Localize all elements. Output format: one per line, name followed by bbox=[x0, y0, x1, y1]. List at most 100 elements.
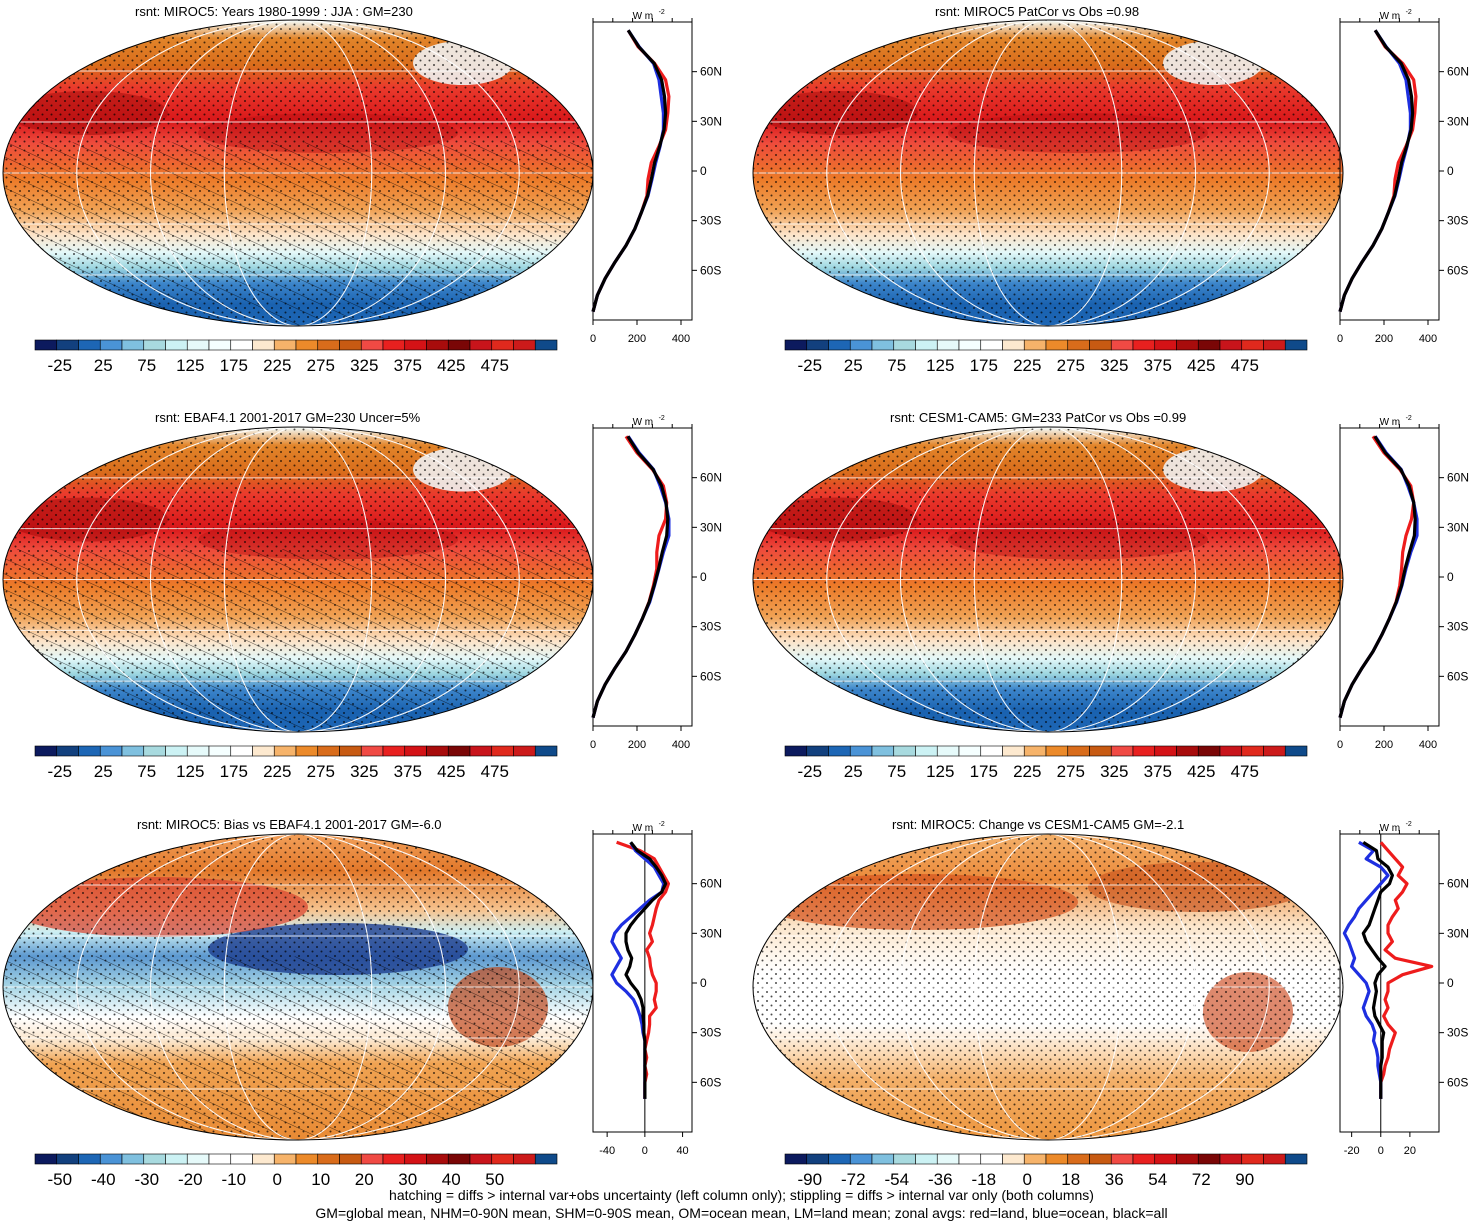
colorbar-swatch bbox=[1089, 339, 1112, 351]
panel-title-p1: rsnt: MIROC5: Years 1980-1999 : JJA : GM… bbox=[135, 4, 413, 19]
colorbar-swatch bbox=[1241, 1153, 1264, 1165]
colorbar-label: 475 bbox=[1231, 762, 1259, 781]
colorbar-swatch bbox=[1045, 745, 1069, 757]
colorbar-label: -25 bbox=[47, 762, 72, 781]
zonal-profile-p6: W m -2 60N 30N 0 30S 60S -20 0 20 bbox=[1339, 821, 1469, 1157]
colorbar-swatch bbox=[491, 339, 514, 351]
colorbar-swatch bbox=[1023, 745, 1047, 757]
colorbar-swatch bbox=[1154, 339, 1177, 351]
colorbar-swatch bbox=[317, 1153, 340, 1165]
lat-tick-label: 30S bbox=[1447, 620, 1468, 634]
unit-label: W m bbox=[633, 823, 654, 834]
colorbar-swatch bbox=[1176, 339, 1199, 351]
footer-note-means: GM=global mean, NHM=0-90N mean, SHM=0-90… bbox=[315, 1205, 1168, 1221]
lat-tick-label: 60S bbox=[700, 669, 721, 683]
colorbar-swatch bbox=[469, 1153, 493, 1165]
colorbar-swatch bbox=[1284, 745, 1308, 757]
colorbar-label: 275 bbox=[307, 762, 335, 781]
lat-tick-label: 60S bbox=[700, 263, 721, 277]
colorbar-label: 175 bbox=[220, 762, 248, 781]
colorbar-swatch bbox=[469, 339, 493, 351]
colorbar-swatch bbox=[99, 745, 123, 757]
colorbar-swatch bbox=[980, 745, 1003, 757]
map-p5 bbox=[2, 833, 594, 1141]
colorbar-label: 425 bbox=[437, 762, 465, 781]
unit-exponent: -2 bbox=[659, 821, 665, 828]
colorbar-label: 90 bbox=[1235, 1170, 1254, 1189]
x-tick-label: 0 bbox=[1378, 1145, 1384, 1157]
colorbar-swatch bbox=[1132, 339, 1156, 351]
colorbar-swatch bbox=[1263, 1153, 1286, 1165]
colorbar-swatch bbox=[958, 745, 982, 757]
x-tick-label: 0 bbox=[1337, 739, 1343, 751]
lat-tick-label: 0 bbox=[1447, 164, 1454, 178]
colorbar-swatch bbox=[1263, 339, 1286, 351]
x-tick-label: 400 bbox=[672, 739, 690, 751]
colorbar-label: -72 bbox=[841, 1170, 866, 1189]
x-tick-label: 200 bbox=[1375, 333, 1393, 345]
zonal-all-line bbox=[1361, 840, 1395, 1099]
colorbar-swatch bbox=[936, 1153, 960, 1165]
colorbar-swatch bbox=[252, 1153, 275, 1165]
colorbar-swatch bbox=[230, 1153, 253, 1165]
colorbar-swatch bbox=[534, 745, 558, 757]
colorbar-swatch bbox=[165, 1153, 188, 1165]
colorbar-p6: -90 -72 -54 -36 -18 0 18 36 54 72 90 bbox=[784, 1153, 1308, 1189]
lat-tick-label: 30S bbox=[1447, 214, 1468, 228]
colorbar-swatch bbox=[382, 745, 406, 757]
colorbar-label: 25 bbox=[94, 762, 113, 781]
colorbar-swatch bbox=[230, 745, 253, 757]
colorbar-label: 475 bbox=[481, 356, 509, 375]
colorbar-swatch bbox=[1176, 1153, 1199, 1165]
colorbar-label: 25 bbox=[94, 356, 113, 375]
colorbar-p1: -25 25 75 125 175 225 275 325 375 425 475 bbox=[34, 339, 558, 375]
colorbar-label: -18 bbox=[971, 1170, 996, 1189]
colorbar-label: 75 bbox=[887, 762, 906, 781]
lat-tick-label: 60S bbox=[1447, 263, 1468, 277]
colorbar-label: 75 bbox=[887, 356, 906, 375]
lat-tick-label: 30S bbox=[700, 620, 721, 634]
colorbar-label: 225 bbox=[263, 356, 291, 375]
colorbar-swatch bbox=[491, 1153, 514, 1165]
colorbar-label: -90 bbox=[797, 1170, 822, 1189]
colorbar-swatch bbox=[1132, 745, 1156, 757]
colorbar-label: 325 bbox=[350, 356, 378, 375]
zonal-all-line bbox=[1338, 435, 1417, 719]
zonal-all-line bbox=[624, 841, 668, 1099]
x-tick-label: 200 bbox=[628, 739, 646, 751]
map-p2 bbox=[752, 19, 1344, 327]
colorbar-label: -30 bbox=[134, 1170, 159, 1189]
colorbar-swatch bbox=[893, 339, 916, 351]
lat-tick-label: 0 bbox=[700, 164, 707, 178]
colorbar-swatch bbox=[1023, 339, 1047, 351]
colorbar-label: 50 bbox=[485, 1170, 504, 1189]
colorbar-swatch bbox=[806, 1153, 829, 1165]
lat-tick-label: 60S bbox=[700, 1075, 721, 1089]
colorbar-swatch bbox=[980, 1153, 1003, 1165]
colorbar-swatch bbox=[426, 1153, 449, 1165]
colorbar-swatch bbox=[295, 745, 319, 757]
colorbar-swatch bbox=[56, 1153, 79, 1165]
colorbar-swatch bbox=[78, 1153, 101, 1165]
zonal-profile-p2: W m -2 60N 30N 0 30S 60S 0 200 400 bbox=[1337, 9, 1469, 345]
colorbar-swatch bbox=[1284, 1153, 1308, 1165]
zonal-profile-p1: W m -2 60N 30N 0 30S 60S 0 200 400 bbox=[590, 9, 722, 345]
colorbar-label: 375 bbox=[394, 356, 422, 375]
colorbar-swatch bbox=[360, 1153, 384, 1165]
colorbar-swatch bbox=[426, 339, 449, 351]
colorbar-label: -10 bbox=[221, 1170, 246, 1189]
lat-tick-label: 30N bbox=[700, 926, 722, 940]
colorbar-swatch bbox=[56, 745, 79, 757]
colorbar-swatch bbox=[208, 1153, 232, 1165]
colorbar-swatch bbox=[871, 745, 895, 757]
unit-exponent: -2 bbox=[1406, 415, 1412, 422]
lat-tick-label: 0 bbox=[1447, 976, 1454, 990]
map-p4 bbox=[752, 426, 1344, 733]
colorbar-swatch bbox=[1089, 745, 1112, 757]
unit-label: W m bbox=[1380, 417, 1401, 428]
colorbar-swatch bbox=[339, 1153, 362, 1165]
colorbar-label: 175 bbox=[970, 356, 998, 375]
colorbar-p5: -50 -40 -30 -20 -10 0 10 20 30 40 50 bbox=[34, 1153, 558, 1189]
unit-label: W m bbox=[1380, 823, 1401, 834]
colorbar-label: 225 bbox=[263, 762, 291, 781]
